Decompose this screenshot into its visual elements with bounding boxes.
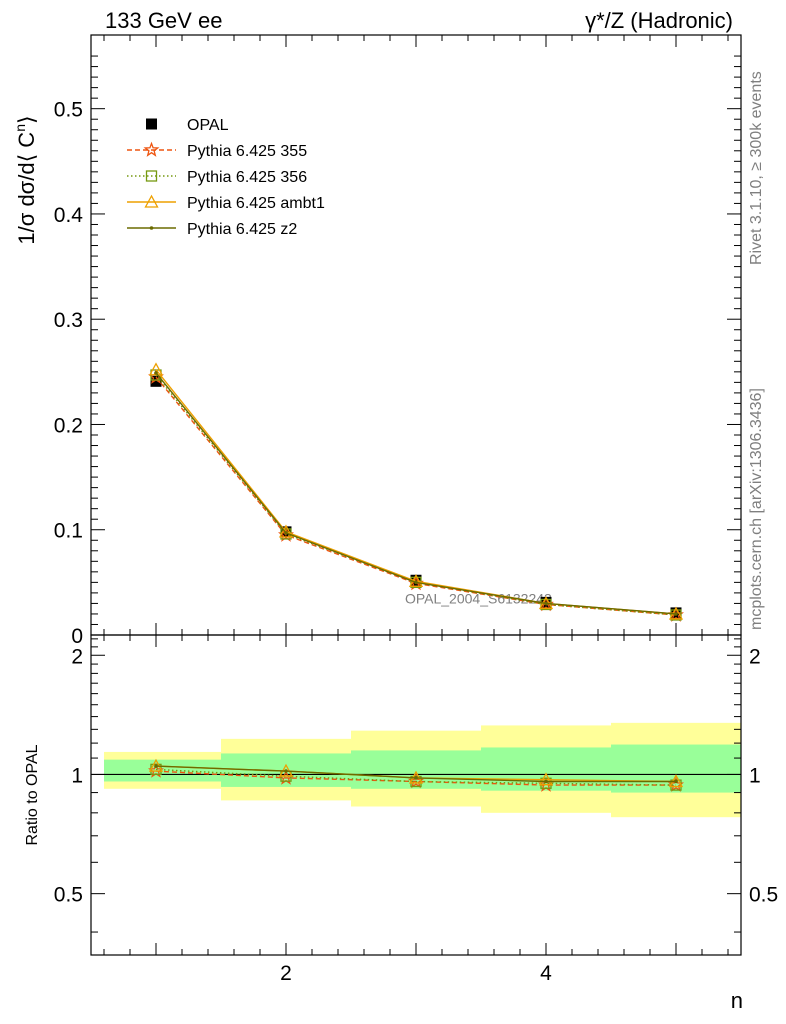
- rivet-label: Rivet 3.1.10, ≥ 300k events: [748, 71, 765, 265]
- x-tick-label-1: 4: [540, 962, 552, 985]
- main-y-tick-label-4: 0.4: [54, 204, 84, 227]
- main-y-tick-label-0: 0: [71, 625, 83, 648]
- main-line-p355: [155, 376, 677, 616]
- ratio-y-tick-label-right-1: 1: [749, 764, 761, 787]
- main-point-p356-4: [670, 609, 682, 621]
- x-tick-label-0: 2: [280, 962, 292, 985]
- legend-marker-data: [146, 118, 157, 130]
- main-point-z2-4: [674, 612, 678, 616]
- ratio-point-ambt1-3: [538, 772, 554, 786]
- main-plot: 0 0.1 0.2 0.3 0.4 0.5 OPAL_2004_S6132243 OPAL Py…: [54, 34, 742, 648]
- main-y-tick-label-2: 0.2: [54, 414, 83, 437]
- main-point-data-2: [410, 574, 422, 586]
- legend-marker-z2: [149, 226, 154, 230]
- main-ylabel: 1/σ dσ/d⟨ Cn⟩: [12, 115, 39, 244]
- left-title: 133 GeV ee: [105, 8, 222, 33]
- x-axis-label: n: [731, 988, 743, 1013]
- legend-marker-p355: [143, 141, 160, 157]
- legend-label-p356: Pythia 6.425 356: [187, 169, 307, 186]
- legend-marker-ambt1: [144, 194, 159, 208]
- ratio-y-tick-label-right-0: 0.5: [749, 884, 778, 907]
- ratio-line-p356: [155, 768, 677, 786]
- main-ylabel-prefix: 1/σ dσ/d⟨ C: [14, 132, 39, 245]
- watermark: OPAL_2004_S6132243: [405, 590, 552, 606]
- main-point-data-0: [150, 375, 162, 387]
- legend-marker-p356: [145, 170, 158, 182]
- legend-label-data: OPAL: [187, 117, 229, 134]
- ratio-band-inner-0: [104, 759, 221, 782]
- ratio-y-tick-label-right-2: 2: [749, 645, 761, 668]
- legend-label-p355: Pythia 6.425 355: [187, 143, 307, 160]
- ratio-point-z2-0: [154, 764, 158, 768]
- main-point-z2-2: [414, 580, 418, 585]
- main-ylabel-suffix: ⟩: [14, 115, 39, 124]
- main-y-tick-label-3: 0.3: [54, 309, 83, 332]
- main-y-tick-label-1: 0.1: [54, 520, 83, 543]
- ratio-point-z2-2: [414, 776, 418, 780]
- ratio-point-z2-4: [674, 779, 678, 784]
- ratio-point-z2-1: [284, 769, 288, 773]
- ratio-ylabel: Ratio to OPAL: [24, 744, 41, 845]
- mcplots-label: mcplots.cern.ch [arXiv:1306.3436]: [748, 388, 765, 630]
- main-ylabel-sup: n: [12, 124, 28, 132]
- right-title: γ*/Z (Hadronic): [585, 8, 733, 33]
- ratio-y-tick-label-left-2: 2: [71, 645, 83, 668]
- ratio-point-z2-3: [544, 779, 548, 784]
- main-y-tick-label-5: 0.5: [54, 99, 83, 122]
- legend-label-z2: Pythia 6.425 z2: [187, 221, 297, 238]
- main-point-ambt1-0: [148, 362, 164, 376]
- ratio-y-tick-label-left-1: 1: [71, 764, 83, 787]
- main-point-z2-1: [284, 531, 288, 535]
- legend-label-ambt1: Pythia 6.425 ambt1: [187, 195, 325, 212]
- ratio-plot: 2 4 0.5 0.5 1 1 2 2: [54, 634, 778, 985]
- ratio-y-tick-label-left-0: 0.5: [54, 884, 83, 907]
- main-point-z2-3: [544, 601, 548, 606]
- main-point-z2-0: [154, 371, 158, 375]
- main-point-ambt1-1: [278, 524, 294, 538]
